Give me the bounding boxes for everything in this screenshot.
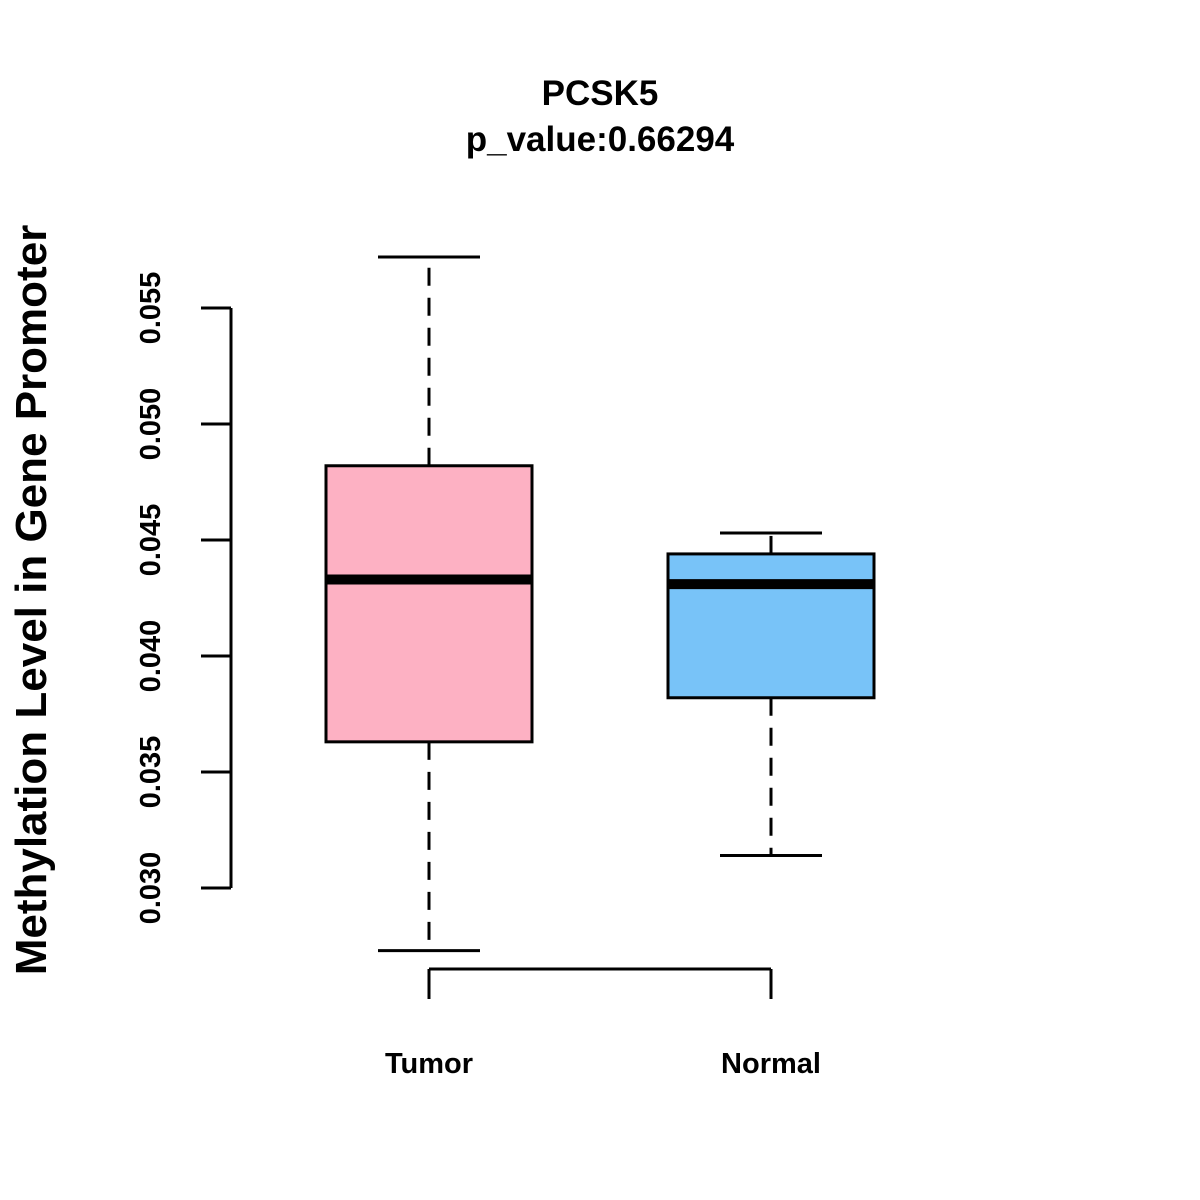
y-tick-label: 0.055	[135, 272, 167, 345]
box-body	[666, 552, 876, 700]
y-tick-label: 0.050	[135, 388, 167, 461]
y-tick-label: 0.035	[135, 736, 167, 809]
box-body	[324, 464, 534, 744]
x-tick-label: Normal	[721, 1048, 821, 1080]
x-axis: Tumor Normal	[385, 967, 821, 1080]
y-axis-label: Methylation Level in Gene Promoter	[7, 225, 56, 976]
y-tick-label: 0.045	[135, 504, 167, 577]
y-axis: 0.030 0.035 0.040 0.045 0.050 0.055	[135, 272, 233, 925]
y-tick-label: 0.040	[135, 620, 167, 693]
box-normal	[666, 531, 876, 858]
x-tick-label: Tumor	[385, 1048, 473, 1080]
chart-title: PCSK5	[542, 74, 659, 113]
boxes	[324, 255, 876, 953]
y-tick-label: 0.030	[135, 852, 167, 925]
box-tumor	[324, 255, 534, 953]
chart-subtitle: p_value:0.66294	[466, 120, 735, 159]
